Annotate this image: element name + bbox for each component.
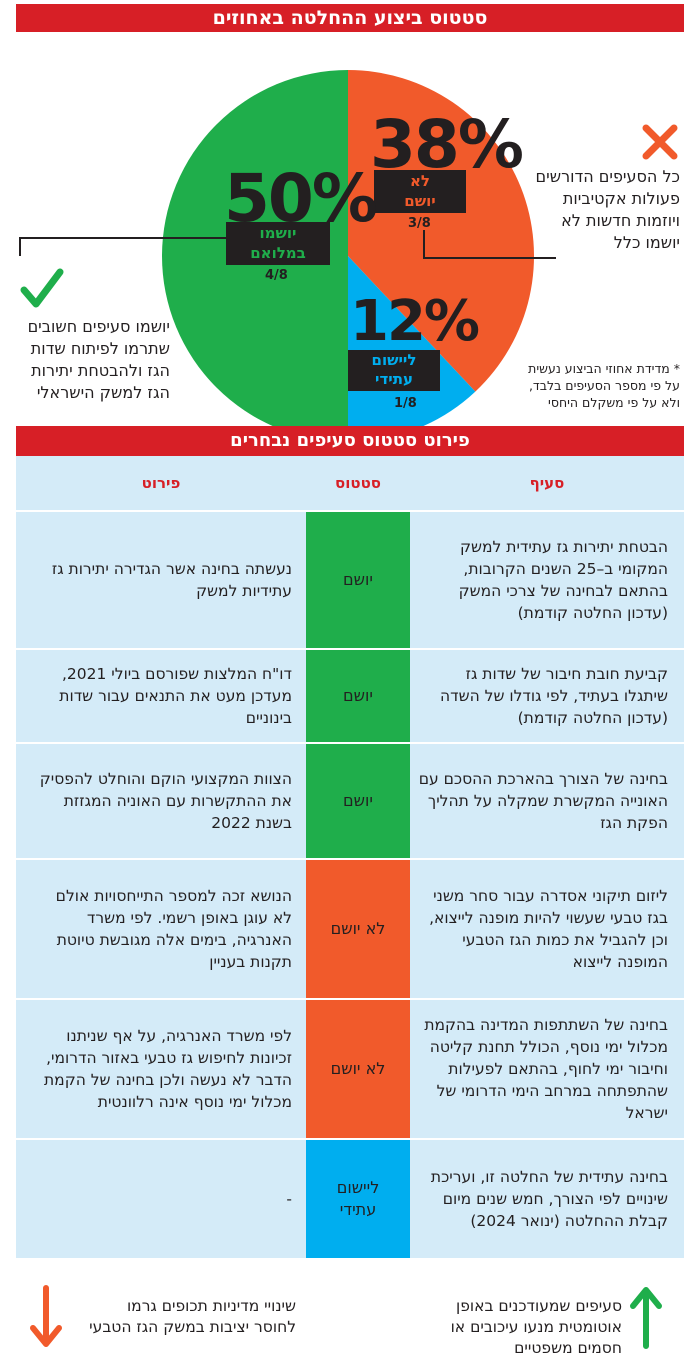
status-cell: יושם	[306, 650, 410, 742]
status-cell: לא יושם	[306, 1000, 410, 1138]
frac-full: 4/8	[265, 268, 288, 283]
clause-cell: בחינה של הצורך בהארכת ההסכם עם האונייה ה…	[418, 744, 668, 858]
detail-text: נעשתה בחינה אשר הגדירה יתירות גז עתידיות…	[51, 560, 292, 600]
leader-line-right	[423, 230, 556, 259]
footer-line: שינויי מדיניות תכופים גרמו	[126, 1297, 296, 1315]
frac-future: 1/8	[394, 396, 417, 411]
detail-text: דו"ח המלצות שפורסם ביולי 2021, מעדכן מעט…	[59, 665, 292, 727]
table-row: בחינה של השתתפות המדינה בהקמת מכלול ימי …	[16, 1000, 684, 1138]
annotation-line: הגז ולהבטחת יתירות	[31, 361, 170, 380]
clause-text: קביעת חובת חיבור של שדות גז שיתגלו בעתיד…	[440, 665, 668, 727]
detail-cell: הצוות המקצועי הוקם והוחלט להפסיק את ההתק…	[38, 744, 292, 858]
status-cell: ליישום עתידי	[306, 1140, 410, 1258]
detail-cell: דו"ח המלצות שפורסם ביולי 2021, מעדכן מעט…	[38, 650, 292, 742]
detail-cell: נעשתה בחינה אשר הגדירה יתירות גז עתידיות…	[38, 512, 292, 648]
label-line: במלואם	[250, 244, 306, 262]
status-cell: יושם	[306, 744, 410, 858]
clause-cell: בחינה של השתתפות המדינה בהקמת מכלול ימי …	[418, 1000, 668, 1138]
check-mark-icon	[20, 268, 64, 308]
footer-line: לחוסר יציבות במשק הגז הטבעי	[89, 1318, 296, 1336]
table-row: הבטחת יתירות גז עתידית למשק המקומי ב–25 …	[16, 512, 684, 648]
clause-text: בחינה עתידית של החלטה זו, ועריכת שינויים…	[430, 1168, 668, 1230]
annotation-line: הגז למשק הישראלי	[36, 383, 170, 402]
pct-future: 12%	[350, 289, 480, 354]
table-row: ליזום תיקוני אסדרה עבור סחר משני בגז טבע…	[16, 860, 684, 998]
annotation-right: כל הסעיפים הדורשים פעולות אקטיביות ויוזמ…	[494, 166, 680, 254]
frac-not-implemented: 3/8	[408, 216, 431, 231]
clause-text: הבטחת יתירות גז עתידית למשק המקומי ב–25 …	[458, 538, 668, 622]
label-future: ליישום עתידי	[348, 350, 440, 391]
label-not-implemented: לא יושם	[374, 170, 466, 213]
status-cell: יושם	[306, 512, 410, 648]
clause-cell: הבטחת יתירות גז עתידית למשק המקומי ב–25 …	[418, 512, 668, 648]
status-text: יושם	[343, 570, 373, 589]
annotation-line: יושמו סעיפים חשובים	[27, 317, 170, 336]
status-text: לא יושם	[330, 1059, 386, 1078]
footer-line: אוטומטית מנעו עיכובים או	[450, 1318, 622, 1336]
annotation-left: יושמו סעיפים חשובים שתרמו לפיתוח שדות הג…	[20, 316, 170, 404]
header-clause: סעיף	[529, 474, 565, 492]
table-title: פירוט סטטוס סעיפים נבחרים	[16, 426, 684, 456]
detail-cell: לפי משרד האנרגיה, על אף שניתנו זכיונות ל…	[38, 1000, 292, 1138]
detail-text: לפי משרד האנרגיה, על אף שניתנו זכיונות ל…	[43, 1027, 292, 1111]
header-status: סטטוס	[335, 474, 381, 492]
status-text: ליישום עתידי	[336, 1178, 380, 1219]
annotation-line: פעולות אקטיביות	[562, 189, 680, 208]
annotation-line: כל הסעיפים הדורשים	[535, 167, 680, 186]
annotation-line: יושמו כלל	[613, 233, 680, 252]
footer-line: חסמים משפטיים	[514, 1339, 622, 1357]
note-line: * מדידת אחוזי הביצוע נעשית	[528, 361, 680, 376]
status-text: יושם	[343, 791, 373, 810]
detail-cell: הנושא זכה למספר התייחסויות אולם לא עוגן …	[38, 860, 292, 998]
clause-cell: ליזום תיקוני אסדרה עבור סחר משני בגז טבע…	[418, 860, 668, 998]
status-cell: לא יושם	[306, 860, 410, 998]
annotation-line: ויוזמות חדשות לא	[561, 211, 680, 230]
detail-text: הנושא זכה למספר התייחסויות אולם לא עוגן …	[55, 887, 292, 971]
clause-text: ליזום תיקוני אסדרה עבור סחר משני בגז טבע…	[429, 887, 668, 971]
leader-line-left	[19, 237, 250, 256]
footer-right: סעיפים שמעודכנים באופן אוטומטית מנעו עיכ…	[410, 1296, 622, 1359]
note-line: ולא על פי משקלם היחסי	[548, 395, 680, 410]
footer-left: שינויי מדיניות תכופים גרמו לחוסר יציבות …	[66, 1296, 296, 1338]
table-row: קביעת חובת חיבור של שדות גז שיתגלו בעתיד…	[16, 650, 684, 742]
note-line: על פי מספר הסעיפים בלבד,	[528, 378, 680, 393]
annotation-line: שתרמו לפיתוח שדות	[30, 339, 170, 358]
arrow-down-icon	[30, 1285, 62, 1347]
measurement-note: * מדידת אחוזי הביצוע נעשית על פי מספר הס…	[494, 360, 680, 411]
label-line: יושם	[404, 192, 436, 210]
clause-text: בחינה של הצורך בהארכת ההסכם עם האונייה ה…	[418, 770, 668, 832]
pct-full: 50%	[224, 160, 378, 237]
detail-text: הצוות המקצועי הוקם והוחלט להפסיק את ההתק…	[39, 770, 292, 832]
label-line: ליישום	[371, 351, 417, 369]
label-line: עתידי	[375, 370, 413, 388]
x-mark-icon	[642, 124, 678, 160]
pie-slice-0	[348, 70, 534, 392]
arrow-up-icon	[630, 1287, 662, 1349]
clause-cell: קביעת חובת חיבור של שדות גז שיתגלו בעתיד…	[418, 650, 668, 742]
status-text: לא יושם	[330, 919, 386, 938]
table-row: בחינה של הצורך בהארכת ההסכם עם האונייה ה…	[16, 744, 684, 858]
clause-text: בחינה של השתתפות המדינה בהקמת מכלול ימי …	[424, 1016, 668, 1122]
table-row: בחינה עתידית של החלטה זו, ועריכת שינויים…	[16, 1140, 684, 1258]
label-full: יושמו במלואם	[226, 222, 330, 265]
label-line: לא	[410, 172, 430, 190]
detail-cell: -	[38, 1140, 292, 1258]
chart-title: סטטוס ביצוע ההחלטה באחוזים	[16, 4, 684, 32]
label-line: יושמו	[259, 224, 297, 242]
pct-not-implemented: 38%	[370, 106, 524, 183]
header-detail: פירוט	[141, 474, 181, 492]
detail-text: -	[286, 1190, 292, 1208]
status-text: יושם	[343, 686, 373, 705]
clause-cell: בחינה עתידית של החלטה זו, ועריכת שינויים…	[418, 1140, 668, 1258]
footer-line: סעיפים שמעודכנים באופן	[455, 1297, 622, 1315]
table-header: סעיף סטטוס פירוט	[16, 456, 684, 510]
